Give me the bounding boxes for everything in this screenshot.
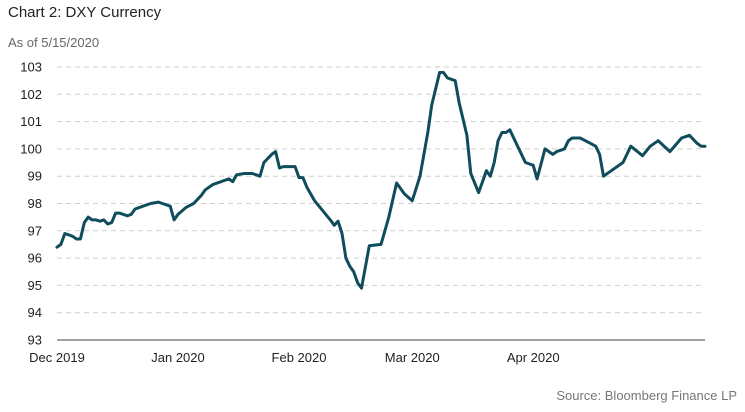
y-tick-label: 99 <box>28 169 42 184</box>
y-tick-label: 95 <box>28 278 42 293</box>
y-tick-label: 103 <box>20 60 42 75</box>
y-tick-label: 94 <box>28 305 42 320</box>
x-tick-label: Apr 2020 <box>507 350 560 365</box>
y-tick-label: 93 <box>28 333 42 348</box>
chart-title: Chart 2: DXY Currency <box>8 4 162 21</box>
y-axis-ticks: 93 94 95 96 97 98 99 100 101 102 103 <box>20 60 42 348</box>
chart-subtitle: As of 5/15/2020 <box>8 35 100 50</box>
x-tick-label: Mar 2020 <box>385 350 440 365</box>
dxy-series-line <box>55 71 707 290</box>
y-tick-label: 102 <box>20 87 42 102</box>
y-tick-label: 98 <box>28 196 42 211</box>
x-tick-label: Jan 2020 <box>151 350 205 365</box>
y-tick-label: 97 <box>28 223 42 238</box>
y-tick-label: 96 <box>28 251 42 266</box>
y-tick-label: 100 <box>20 141 42 156</box>
x-axis-ticks: Dec 2019 Jan 2020 Feb 2020 Mar 2020 Apr 2020 <box>29 350 559 365</box>
x-tick-label: Dec 2019 <box>29 350 85 365</box>
y-tick-label: 101 <box>20 114 42 129</box>
source-note: Source: Bloomberg Finance LP <box>556 388 737 403</box>
x-tick-label: Feb 2020 <box>272 350 327 365</box>
series-layer <box>55 71 707 290</box>
